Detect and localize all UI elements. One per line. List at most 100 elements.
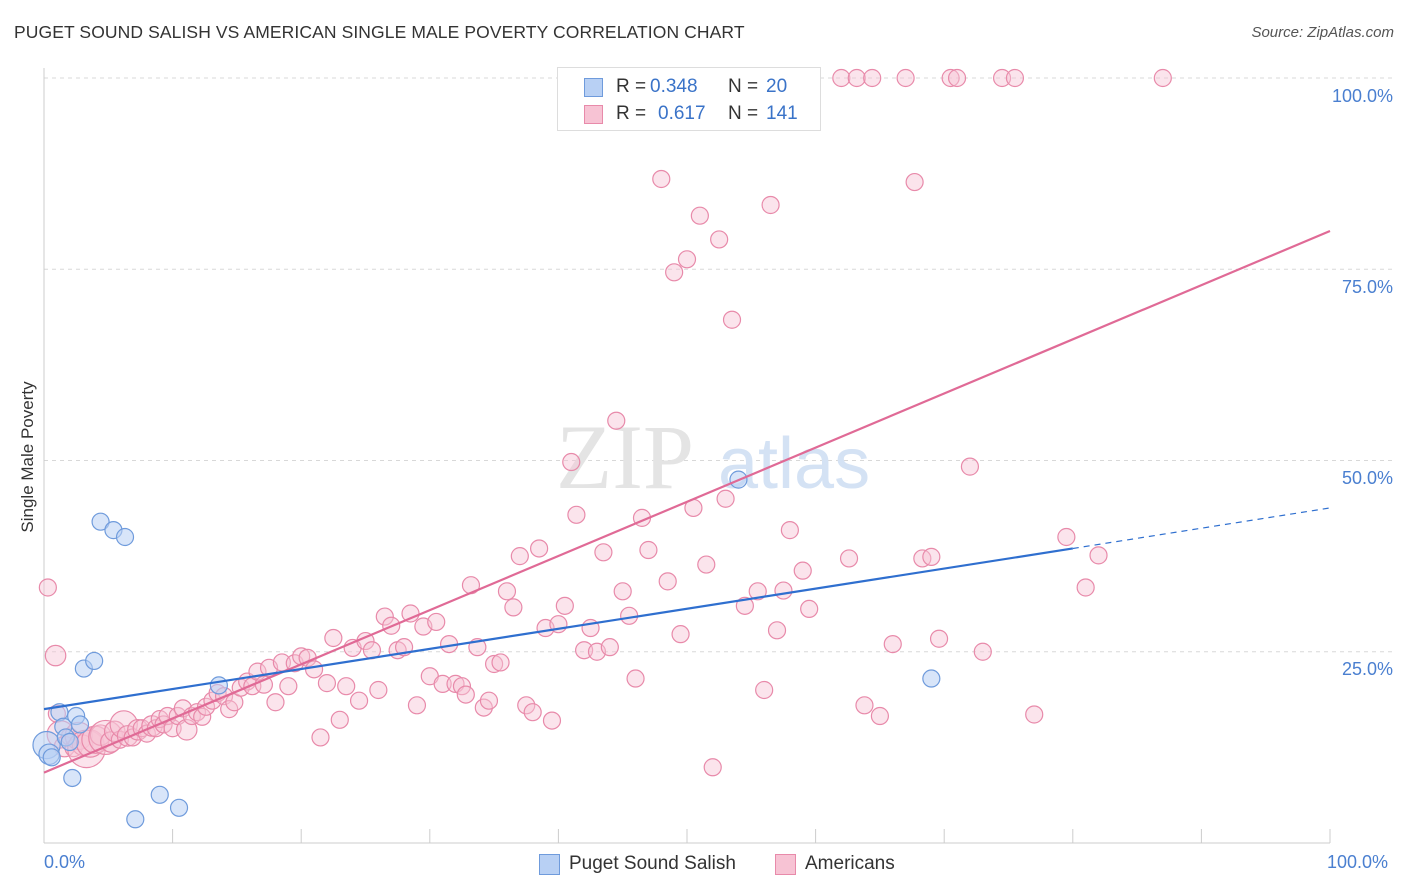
americans-point [626, 669, 645, 688]
puget-sound-salish-point [42, 748, 61, 767]
americans-point [947, 68, 967, 88]
americans-point [913, 549, 932, 568]
americans-point [452, 677, 472, 696]
americans-point [433, 674, 452, 693]
series-puget-sound-salish-points [32, 470, 941, 829]
americans-point [530, 539, 549, 558]
puget-sound-salish-point [91, 512, 110, 531]
americans-point [567, 505, 586, 524]
legend-n-value: 20 [766, 76, 788, 97]
americans-point [607, 411, 626, 430]
stats-legend: R = 0.348 N = 20 R = 0.617 N = 141 [557, 67, 821, 131]
americans-point [793, 561, 812, 580]
americans-point [658, 572, 677, 591]
legend-r-label: R = [616, 103, 647, 124]
americans-point [800, 599, 819, 619]
americans-point [832, 68, 851, 88]
watermark: ZIP atlas [556, 406, 870, 508]
americans-point [407, 696, 427, 715]
americans-point [562, 452, 581, 472]
watermark-atlas: atlas [718, 424, 870, 504]
x-tick-label-max: 100.0% [1327, 852, 1389, 872]
americans-point [375, 607, 394, 626]
americans-point [735, 596, 754, 615]
y-axis-label: Single Male Poverty [18, 381, 37, 533]
legend-n-label: N = [728, 103, 759, 124]
americans-point [716, 489, 735, 508]
puget-sound-salish-point [70, 715, 90, 734]
legend-r-label: R = [616, 76, 647, 97]
americans-point [863, 68, 882, 88]
source-note: Source: ZipAtlas.com [1251, 24, 1394, 41]
americans-point [479, 691, 499, 710]
americans-point [317, 674, 337, 693]
americans-point [1057, 527, 1076, 547]
americans-point [1025, 705, 1044, 724]
puget-sound-salish-point [115, 527, 135, 547]
americans-point [690, 206, 709, 225]
americans-point [710, 230, 729, 249]
americans-point [767, 621, 787, 640]
americans-point [497, 582, 517, 601]
y-tick-label-75: 75.0% [1341, 277, 1393, 297]
americans-point [600, 638, 619, 657]
legend-n-value: 141 [766, 103, 798, 124]
americans-point [703, 758, 722, 777]
americans-point [896, 68, 915, 88]
americans-point [369, 680, 388, 700]
legend-swatch-blue [584, 78, 603, 97]
gridlines [44, 77, 1393, 653]
americans-point [774, 581, 793, 600]
americans-point [542, 711, 562, 730]
puget-sound-salish-point [209, 676, 228, 695]
americans-point [491, 653, 510, 672]
americans-point [254, 675, 274, 694]
americans-point [839, 549, 859, 568]
americans-point [652, 169, 671, 189]
americans-point [324, 628, 343, 648]
puget-sound-salish-point [922, 669, 941, 688]
americans-point [671, 625, 690, 644]
americans-point [523, 703, 542, 722]
legend-label: Americans [805, 853, 895, 874]
americans-point [510, 547, 529, 566]
americans-point [1153, 68, 1172, 88]
x-tick-label-min: 0.0% [44, 852, 86, 872]
americans-point [929, 629, 949, 648]
americans-point [427, 612, 446, 632]
americans-point [761, 195, 780, 215]
americans-point [279, 677, 298, 696]
americans-point [349, 691, 369, 710]
americans-point [1076, 578, 1095, 597]
puget-sound-salish-point [63, 768, 82, 788]
americans-point [677, 250, 697, 269]
puget-sound-salish-point [85, 651, 104, 671]
americans-point [1089, 546, 1108, 565]
americans-point [103, 720, 126, 743]
puget-sound-salish-point [169, 798, 189, 817]
legend-swatch-blue [539, 854, 560, 875]
americans-point [266, 693, 285, 712]
americans-point [337, 677, 356, 696]
americans-point [613, 582, 632, 601]
puget-sound-salish-point [126, 810, 145, 829]
americans-point [1005, 68, 1025, 88]
legend-r-value: 0.617 [658, 103, 706, 124]
americans-point [504, 598, 523, 617]
americans-point [960, 457, 980, 476]
americans-point [973, 642, 992, 661]
americans-point [594, 543, 613, 562]
americans-trend-line [43, 229, 1331, 774]
americans-point [304, 660, 324, 679]
americans-point [755, 680, 774, 700]
americans-point [870, 706, 890, 726]
americans-point [748, 582, 767, 601]
legend-n-label: N = [728, 76, 759, 97]
puget-sound-salish-point [60, 732, 79, 752]
americans-point [905, 172, 924, 192]
americans-point [44, 644, 67, 667]
axes [43, 68, 1331, 844]
americans-point [992, 68, 1012, 88]
americans-point [941, 68, 960, 88]
americans-point [193, 707, 212, 726]
